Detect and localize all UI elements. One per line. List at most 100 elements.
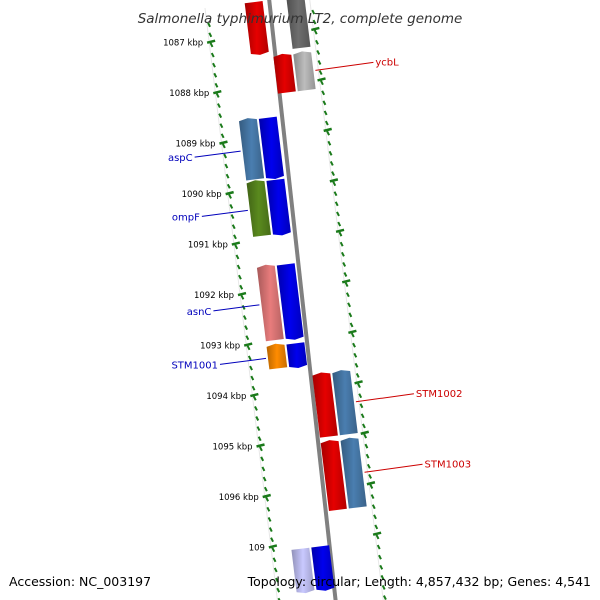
tick-label: 1095 kbp — [213, 442, 253, 452]
minor-tick — [263, 486, 268, 492]
minor-tick — [262, 476, 267, 482]
minor-tick — [321, 90, 326, 96]
minor-tick — [380, 574, 385, 580]
major-tick — [360, 430, 370, 435]
minor-tick — [352, 342, 356, 348]
minor-tick — [210, 52, 215, 58]
minor-tick — [234, 244, 239, 250]
minor-tick — [326, 130, 330, 136]
minor-tick — [207, 22, 211, 28]
minor-tick — [241, 304, 246, 310]
major-tick — [268, 544, 278, 549]
minor-tick — [208, 32, 213, 38]
major-tick — [219, 140, 228, 145]
major-tick — [354, 380, 363, 385]
major-tick — [212, 89, 222, 95]
gene-label: ycbL — [375, 57, 399, 68]
minor-tick — [270, 537, 274, 543]
minor-tick — [316, 49, 321, 55]
gene-label-leader — [355, 393, 414, 403]
minor-tick — [311, 9, 316, 15]
minor-tick — [265, 496, 269, 502]
gene-label-leader — [194, 150, 241, 158]
minor-tick — [322, 100, 327, 106]
gene-arrow — [258, 116, 284, 180]
gene-arrow-stm1003 — [340, 437, 367, 509]
minor-tick — [344, 282, 349, 288]
minor-tick — [336, 211, 340, 217]
minor-tick — [223, 153, 227, 159]
gene-arrow-aspc — [238, 118, 265, 181]
minor-tick — [217, 103, 221, 108]
gene-label: STM1002 — [416, 389, 463, 400]
minor-tick — [381, 585, 386, 590]
minor-tick — [341, 251, 345, 257]
major-tick — [366, 481, 376, 486]
minor-tick — [271, 547, 276, 553]
major-tick — [206, 39, 216, 44]
minor-tick — [221, 143, 226, 149]
minor-tick — [267, 517, 272, 522]
gene-label: ompF — [172, 212, 200, 223]
gene-arrow — [244, 1, 269, 55]
minor-tick — [355, 373, 360, 378]
minor-tick — [332, 181, 337, 187]
minor-tick — [214, 82, 219, 88]
minor-tick — [225, 173, 230, 179]
gene-label-leader — [364, 463, 423, 473]
major-tick — [256, 443, 265, 448]
minor-tick — [363, 433, 368, 439]
minor-tick — [369, 484, 374, 489]
minor-tick — [261, 466, 266, 472]
minor-tick — [370, 494, 375, 500]
minor-tick — [318, 70, 323, 76]
minor-tick — [315, 39, 319, 45]
minor-tick — [212, 62, 216, 68]
band-left-edge — [204, 8, 278, 600]
minor-tick — [327, 140, 332, 146]
gene-label-leader — [213, 304, 260, 312]
gene-label-leader — [219, 357, 267, 365]
accession-text: Accession: NC_003197 — [9, 574, 151, 589]
minor-tick — [347, 302, 351, 308]
minor-tick — [358, 393, 363, 399]
minor-tick — [275, 577, 279, 583]
tick-label: 1094 kbp — [206, 392, 246, 402]
minor-tick — [240, 294, 245, 300]
minor-tick — [242, 315, 247, 320]
minor-tick — [219, 123, 224, 129]
band-right-edge — [309, 0, 384, 600]
kbp-ruler: 1087 kbp 1088 kbp 1089 kbp 1090 kbp 1091 kbp… — [163, 9, 387, 600]
minor-tick — [256, 426, 261, 432]
major-tick — [262, 493, 272, 499]
minor-tick — [349, 322, 354, 328]
minor-tick — [220, 133, 225, 139]
minor-tick — [379, 564, 384, 570]
minor-tick — [236, 264, 241, 270]
minor-tick — [345, 292, 350, 298]
tick-label: 1089 kbp — [175, 140, 215, 150]
gene-features — [238, 0, 367, 594]
major-tick — [250, 392, 259, 398]
minor-tick — [378, 554, 382, 560]
major-tick — [372, 531, 382, 536]
tick-label: 1087 kbp — [163, 39, 203, 49]
tick-label: 1090 kbp — [182, 190, 222, 200]
minor-tick — [276, 587, 281, 593]
minor-tick — [375, 534, 380, 540]
minor-tick — [277, 597, 281, 600]
minor-tick — [209, 42, 214, 48]
gene-label: STM1003 — [425, 459, 472, 470]
gene-arrow — [273, 53, 296, 94]
minor-tick — [245, 335, 250, 341]
minor-tick — [213, 72, 218, 78]
major-tick — [243, 342, 253, 347]
minor-tick — [324, 120, 329, 126]
minor-tick — [365, 453, 370, 459]
major-tick — [231, 241, 241, 246]
major-tick — [329, 178, 339, 183]
minor-tick — [231, 224, 236, 230]
tick-label: 1092 kbp — [194, 291, 234, 301]
minor-tick — [268, 527, 273, 532]
